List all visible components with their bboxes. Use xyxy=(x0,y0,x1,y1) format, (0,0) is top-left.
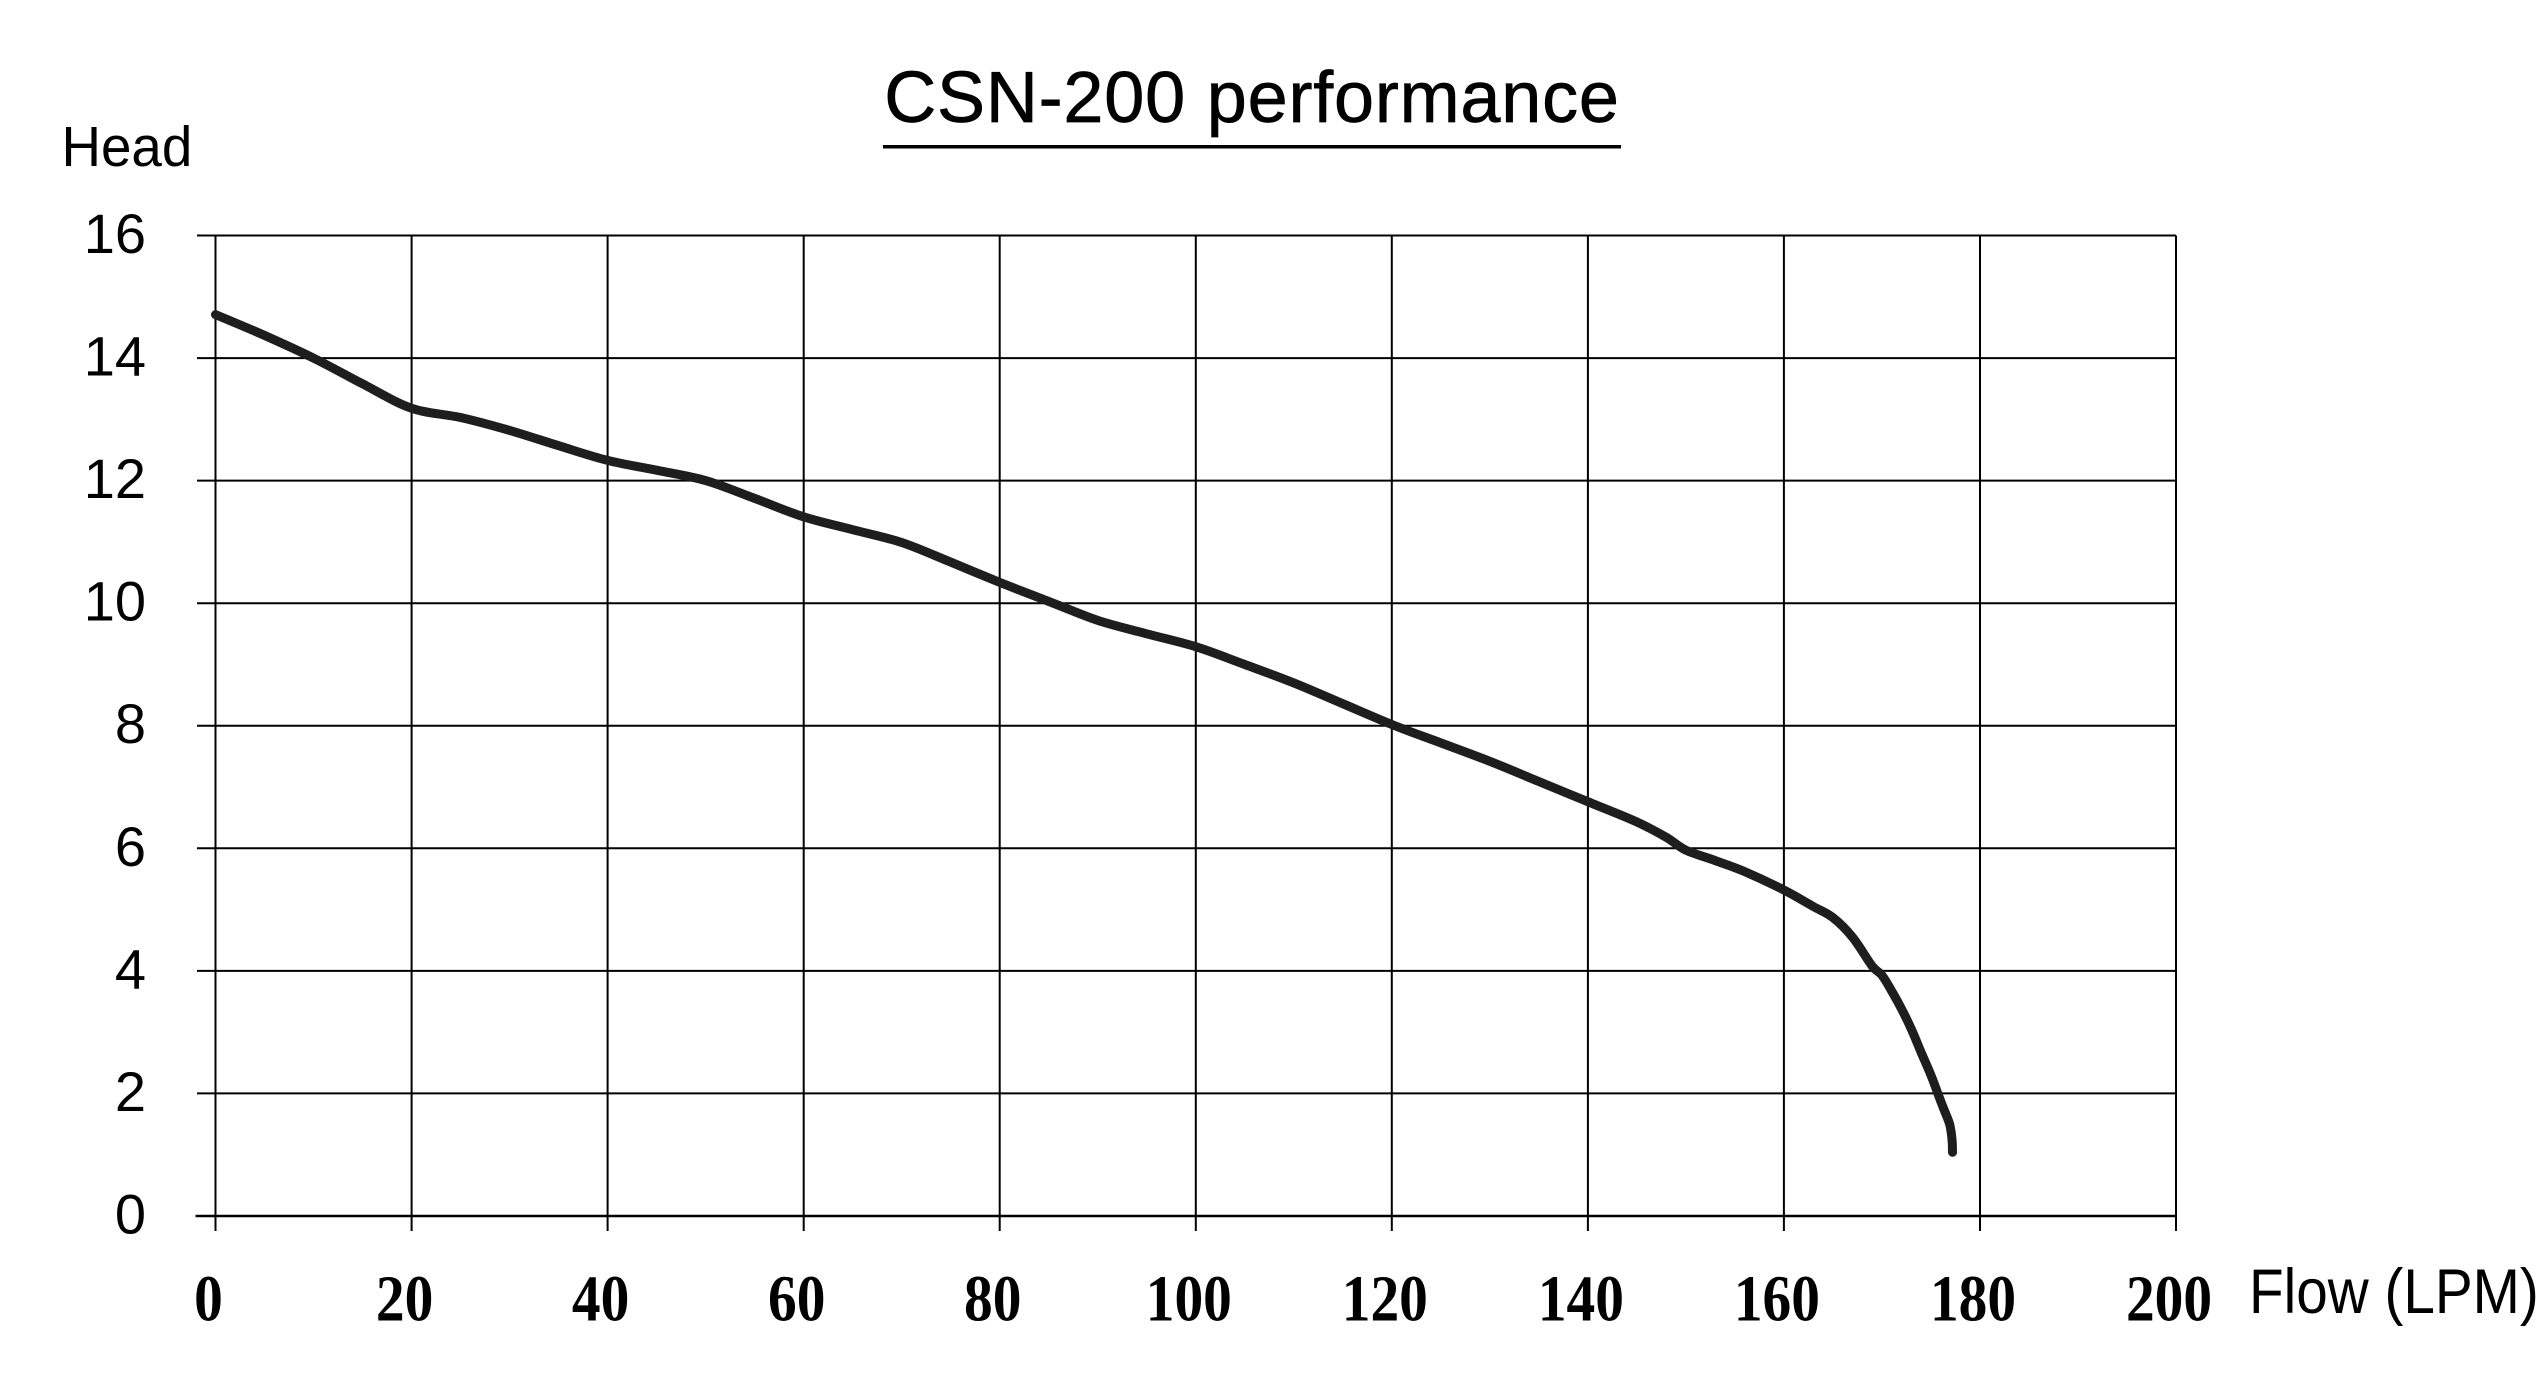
svg-text:4: 4 xyxy=(115,937,146,1000)
svg-text:20: 20 xyxy=(376,1263,433,1336)
svg-text:80: 80 xyxy=(964,1263,1021,1336)
svg-text:120: 120 xyxy=(1342,1263,1428,1336)
svg-text:180: 180 xyxy=(1930,1263,2016,1336)
svg-text:6: 6 xyxy=(115,815,146,878)
svg-text:40: 40 xyxy=(572,1263,629,1336)
svg-text:Flow (LPM): Flow (LPM) xyxy=(2249,1256,2539,1326)
svg-text:CSN-200 performance: CSN-200 performance xyxy=(884,58,1620,138)
svg-text:100: 100 xyxy=(1146,1263,1232,1336)
svg-text:0: 0 xyxy=(115,1183,146,1246)
svg-text:140: 140 xyxy=(1538,1263,1624,1336)
svg-text:10: 10 xyxy=(84,570,146,633)
svg-text:0: 0 xyxy=(194,1263,223,1336)
svg-text:160: 160 xyxy=(1734,1263,1820,1336)
svg-text:12: 12 xyxy=(84,447,146,510)
svg-text:2: 2 xyxy=(115,1060,146,1123)
svg-text:60: 60 xyxy=(768,1263,825,1336)
svg-text:200: 200 xyxy=(2126,1263,2212,1336)
svg-text:8: 8 xyxy=(115,692,146,755)
svg-text:Head: Head xyxy=(62,114,193,178)
svg-text:16: 16 xyxy=(84,202,146,265)
svg-text:14: 14 xyxy=(84,325,146,388)
